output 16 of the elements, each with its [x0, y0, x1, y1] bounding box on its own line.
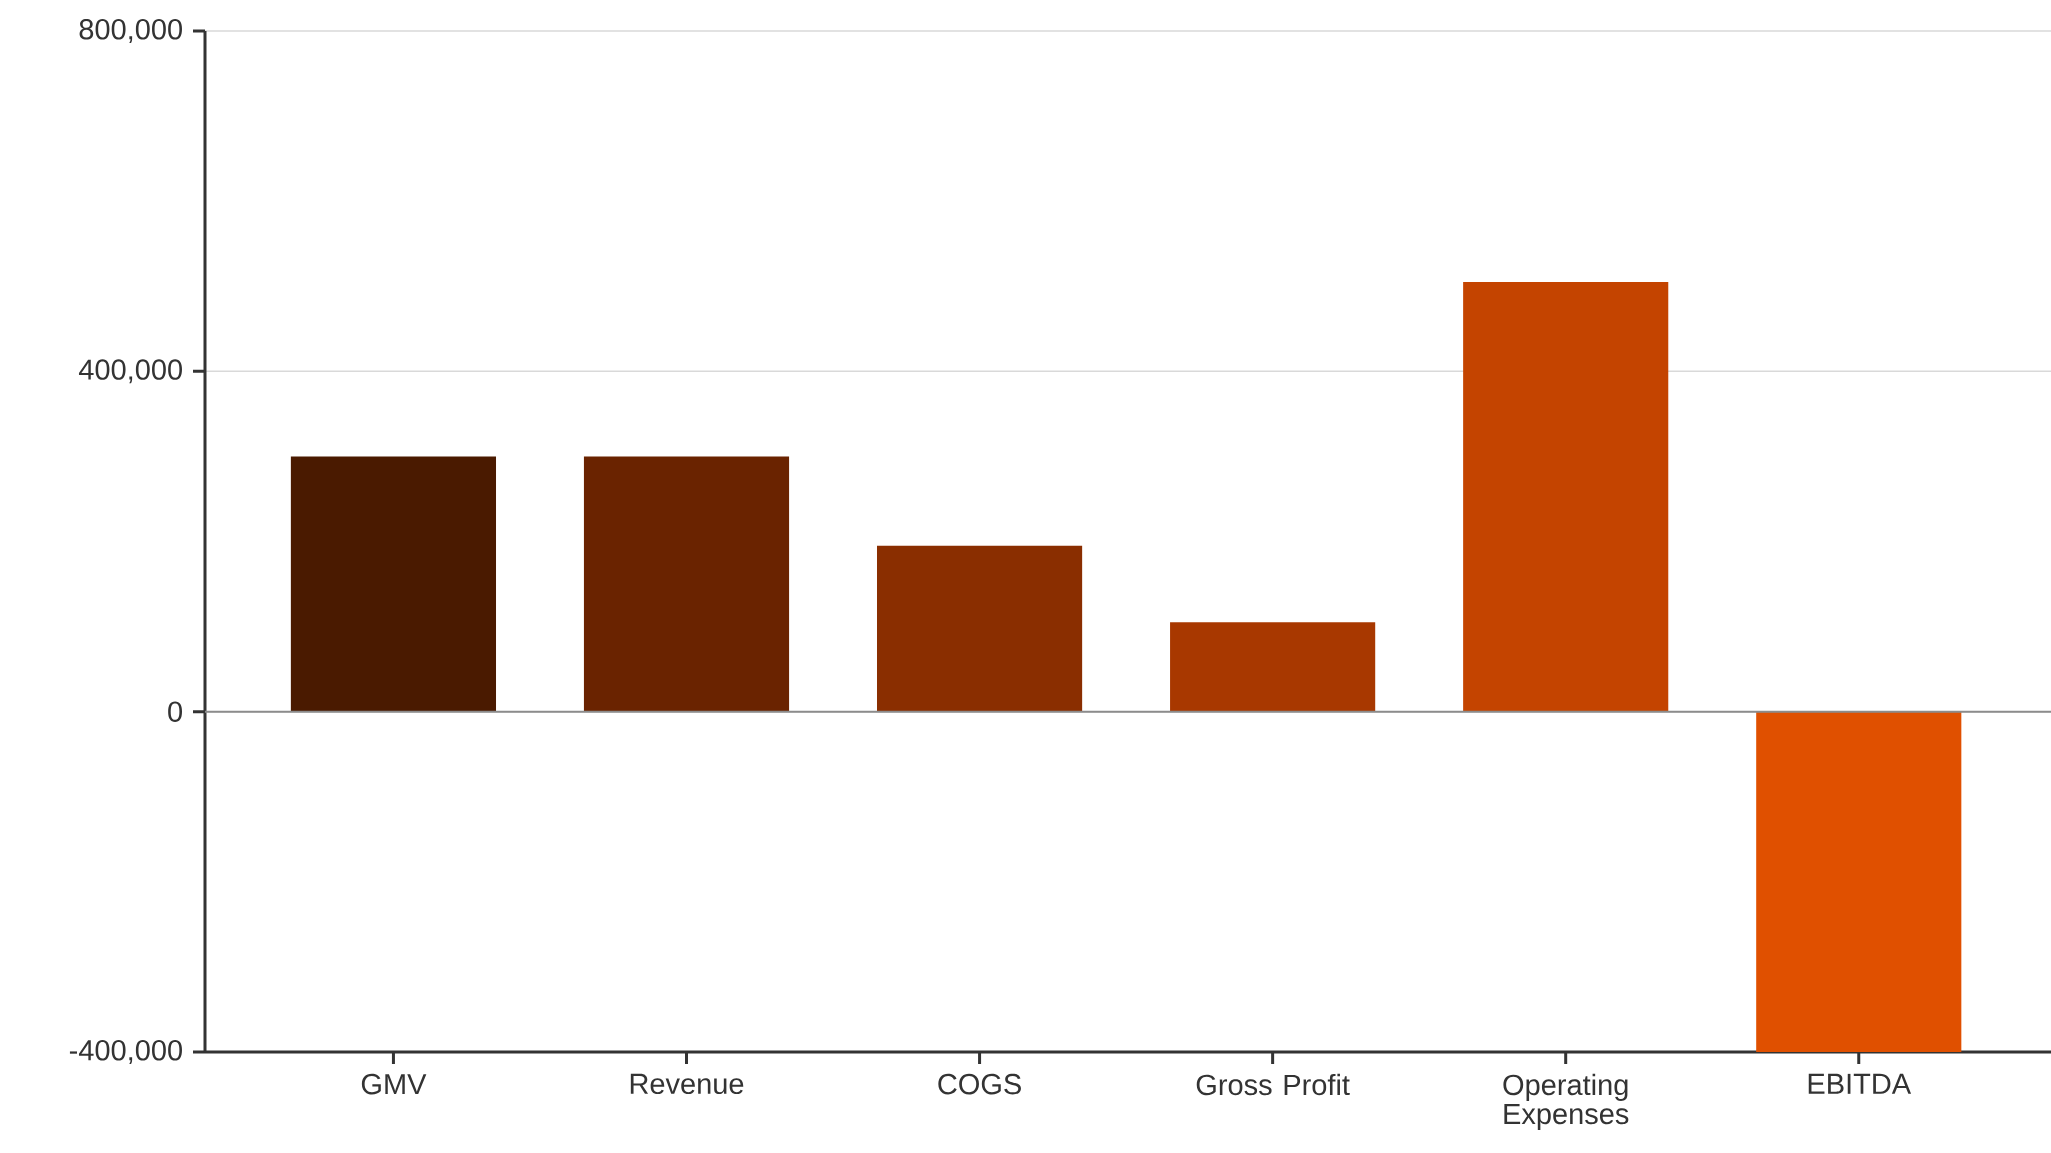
bar [877, 545, 1083, 712]
x-tick-label: Revenue [630, 1073, 744, 1095]
x-tick-label: EBITDA [1808, 1073, 1912, 1094]
y-tick-label: 0 [168, 701, 183, 722]
x-tick-label: GMV [361, 1073, 427, 1095]
bar [1170, 622, 1376, 712]
x-tick-label: Gross Profit [1196, 1073, 1350, 1096]
x-tick-label: COGS [938, 1073, 1021, 1095]
bar [583, 456, 790, 712]
bar [290, 456, 497, 712]
bar [1463, 281, 1669, 712]
bar [1756, 711, 1962, 1052]
y-tick-label: 400,000 [78, 359, 182, 384]
y-tick-label: -400,000 [69, 1040, 182, 1064]
y-tick-label: 800,000 [79, 18, 182, 43]
x-tick-label: Operating Expenses [1503, 1073, 1629, 1130]
